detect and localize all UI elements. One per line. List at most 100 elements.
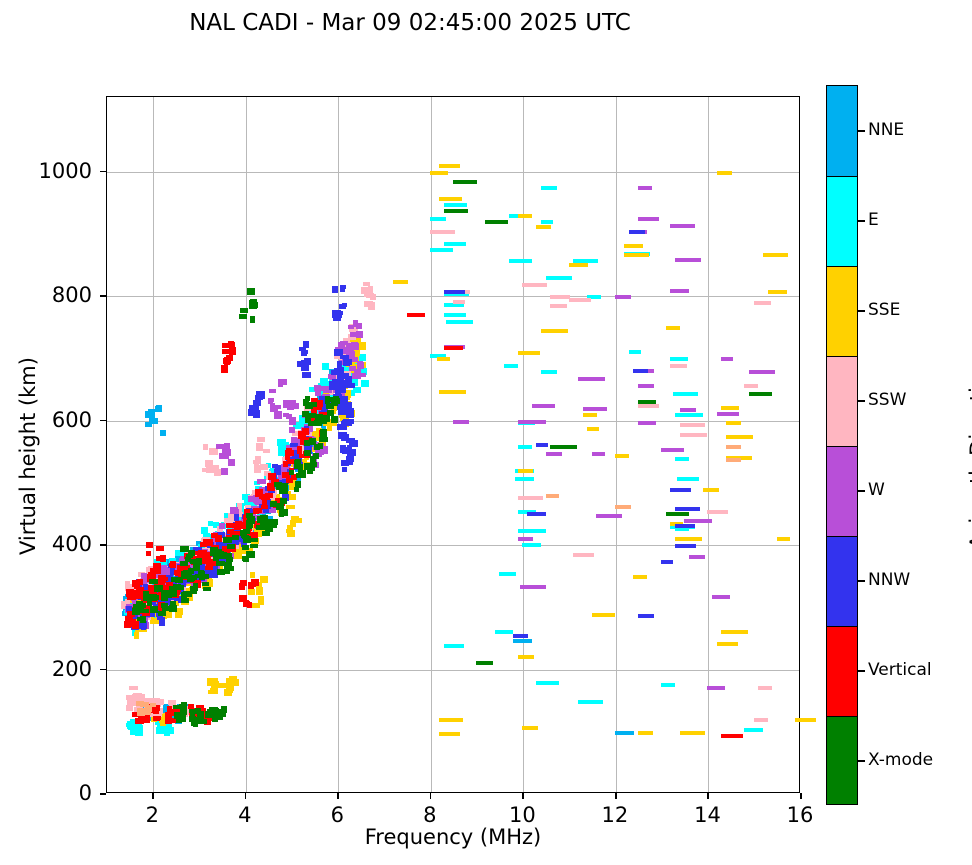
data-point [243, 600, 249, 606]
data-point [515, 476, 535, 481]
data-point [255, 390, 265, 399]
data-point [348, 356, 358, 362]
data-point [684, 519, 713, 524]
colorbar-label-vertical: Vertical [868, 660, 932, 680]
data-point [158, 574, 167, 583]
data-point [137, 617, 145, 622]
data-point [289, 470, 295, 476]
y-tick-label: 200 [51, 656, 92, 681]
data-point [132, 711, 141, 717]
data-point [227, 458, 235, 466]
x-tick [337, 793, 339, 799]
colorbar-segment-nnw [827, 536, 857, 626]
data-point [517, 444, 532, 449]
data-point [406, 312, 425, 317]
colorbar-tick [858, 760, 865, 762]
data-point [587, 295, 602, 300]
data-point [238, 313, 247, 319]
data-point [292, 430, 301, 436]
data-point [322, 363, 330, 371]
data-point [359, 353, 367, 361]
data-point [225, 567, 231, 574]
data-point [279, 510, 285, 518]
data-point [536, 225, 552, 230]
data-point [132, 607, 141, 615]
data-point [223, 357, 232, 364]
data-point [341, 381, 350, 388]
x-tick-label: 2 [145, 803, 159, 827]
x-tick-label: 6 [330, 803, 345, 827]
data-point [170, 568, 176, 576]
y-tick-label: 400 [51, 532, 92, 557]
data-point [323, 414, 331, 422]
data-point [281, 478, 289, 484]
data-point [316, 421, 323, 426]
data-point [638, 399, 657, 404]
data-point [334, 368, 340, 376]
data-point [198, 570, 205, 576]
data-point [127, 595, 137, 601]
data-point [205, 569, 214, 577]
data-point [190, 720, 197, 727]
data-point [211, 533, 219, 539]
data-point [209, 688, 218, 695]
data-point [206, 680, 215, 687]
data-point [308, 438, 316, 446]
data-point [309, 446, 318, 452]
data-point [203, 532, 211, 539]
data-point [142, 604, 150, 610]
data-point [439, 732, 461, 736]
data-point [721, 733, 744, 738]
data-point [153, 585, 163, 593]
data-point [200, 527, 208, 535]
data-point [162, 603, 169, 612]
data-point [327, 410, 335, 417]
data-point [206, 538, 214, 546]
data-point [134, 593, 143, 600]
data-point [121, 601, 127, 610]
data-point [163, 585, 170, 594]
data-point [261, 530, 270, 536]
data-point [439, 718, 464, 723]
data-point [180, 708, 187, 716]
data-point [258, 596, 265, 605]
data-point [192, 570, 200, 577]
data-point [267, 506, 277, 513]
data-point [661, 683, 676, 688]
data-point [346, 350, 356, 358]
colorbar-label-e: E [868, 210, 879, 230]
data-point [180, 548, 189, 557]
data-point [345, 412, 354, 419]
data-point [331, 379, 338, 384]
data-point [527, 511, 547, 516]
data-point [522, 282, 548, 287]
data-point [679, 433, 707, 438]
data-point [716, 170, 732, 175]
data-point [263, 448, 271, 453]
data-point [136, 587, 145, 595]
data-point [298, 470, 307, 479]
colorbar-label-ssw: SSW [868, 390, 907, 410]
data-point [675, 413, 704, 418]
data-point [236, 507, 243, 513]
data-point [199, 550, 205, 556]
data-point [159, 554, 166, 562]
data-point [229, 507, 238, 515]
data-point [267, 483, 276, 492]
data-point [304, 396, 310, 402]
data-point [254, 461, 260, 467]
data-point [245, 513, 253, 519]
data-point [137, 606, 145, 614]
data-point [142, 584, 148, 591]
data-point [354, 337, 361, 343]
data-point [136, 710, 145, 715]
colorbar-segment-vertical [827, 626, 857, 716]
data-point [340, 354, 350, 359]
data-point [242, 556, 249, 562]
data-point [254, 488, 263, 497]
data-point [443, 242, 466, 247]
data-point [182, 591, 192, 598]
data-point [494, 629, 513, 634]
data-point [251, 502, 259, 508]
data-point [153, 594, 160, 600]
